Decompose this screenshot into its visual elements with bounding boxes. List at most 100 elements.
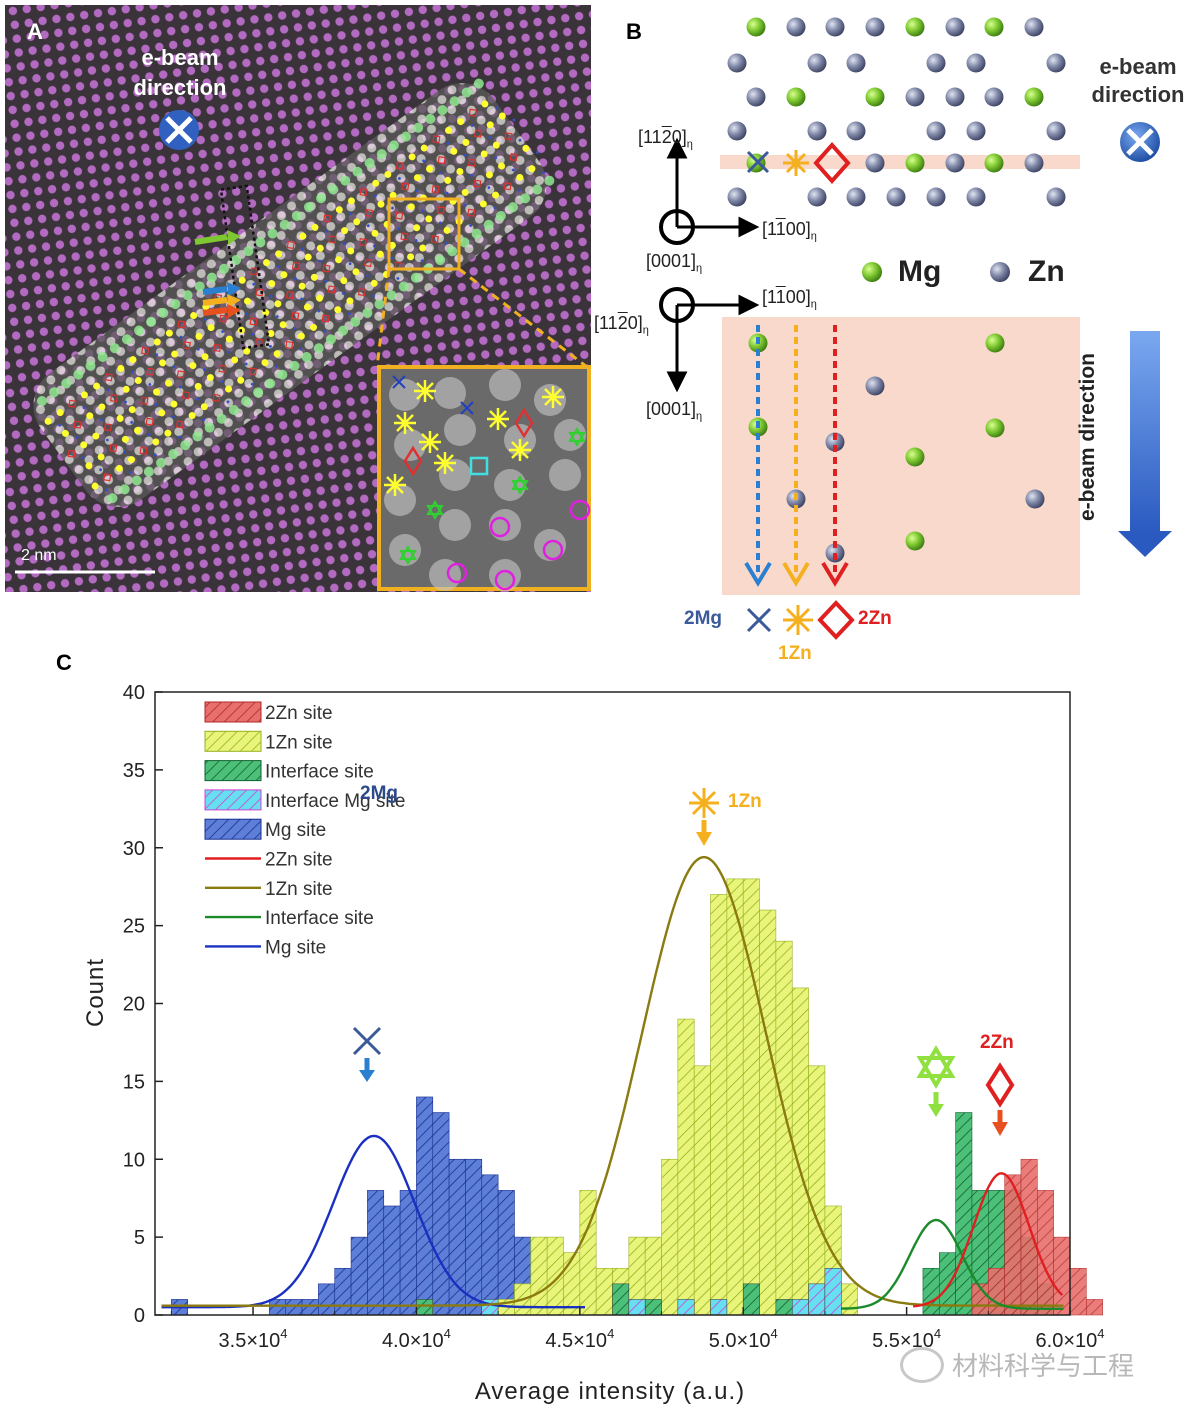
mg-marker xyxy=(172,365,176,369)
zn2-marker xyxy=(436,205,446,215)
zn-atom xyxy=(1046,121,1066,141)
legend-label: Interface site xyxy=(265,762,374,783)
mg-atom xyxy=(984,153,1004,173)
interface-atom xyxy=(301,352,312,363)
interface-marker xyxy=(426,505,444,520)
zn1-marker xyxy=(164,429,172,437)
interface-atom xyxy=(231,254,242,265)
zn1-marker xyxy=(121,435,129,443)
watermark-text: 材料科学与工程 xyxy=(952,1351,1135,1381)
zn1-marker xyxy=(206,374,214,382)
interface-atom xyxy=(447,246,458,257)
mg-marker xyxy=(147,433,151,436)
legend-label: 2Zn site xyxy=(265,850,333,871)
interface-atom xyxy=(61,378,72,389)
mg-marker xyxy=(392,375,406,389)
interface-atom xyxy=(386,290,397,301)
zn1-marker xyxy=(444,176,452,184)
axis-label-top-origin: [0001]η xyxy=(646,251,702,275)
axis-label-bot-down: [0001]η xyxy=(646,399,702,423)
interface-atom xyxy=(192,431,203,442)
zoom-region-box xyxy=(387,197,461,271)
interface-atom xyxy=(316,193,327,204)
hist-bar-minor xyxy=(808,1283,826,1316)
interface-atom xyxy=(352,166,363,177)
hist-bar-interface-site xyxy=(955,1112,973,1316)
zn2-marker xyxy=(327,285,336,294)
zn1-marker xyxy=(188,412,196,420)
zn2-marker xyxy=(431,185,440,194)
zn1-marker xyxy=(244,297,252,305)
site-arrows xyxy=(194,230,241,318)
mg-marker xyxy=(131,371,134,374)
mg-marker xyxy=(124,400,127,404)
axis-bar-digit: 2 xyxy=(617,313,628,333)
zn2-marker xyxy=(176,370,185,379)
label-2mg-b: 2Mg xyxy=(684,608,722,629)
zn-atom xyxy=(966,53,986,73)
mg-atom xyxy=(865,87,885,107)
zn1-marker xyxy=(231,356,239,364)
zn2-marker xyxy=(213,343,222,353)
interface-marker xyxy=(568,432,586,447)
zn2-marker xyxy=(359,187,368,197)
mg-marker xyxy=(495,106,498,110)
legend-swatch xyxy=(204,789,262,811)
x-tick-label: 4.0×104 xyxy=(382,1326,451,1352)
zn1-marker xyxy=(346,297,354,305)
y-tick-label: 15 xyxy=(123,1071,145,1093)
interface-atom xyxy=(277,369,288,380)
axis-bar-digit: 1 xyxy=(775,219,786,239)
mg-marker xyxy=(421,209,425,213)
zn2-marker xyxy=(328,235,337,244)
zn-atom xyxy=(865,17,885,37)
hist-bar-minor xyxy=(416,1299,434,1316)
mg-marker xyxy=(493,206,497,210)
mg-marker xyxy=(58,423,61,427)
mg-marker xyxy=(341,292,345,295)
legend-label: Mg site xyxy=(265,937,326,958)
zn1-marker xyxy=(376,250,384,258)
hist-bar-1zn-site xyxy=(759,909,777,1316)
band-markers xyxy=(746,141,851,185)
zn1-marker xyxy=(353,218,361,226)
y-tick-label: 10 xyxy=(123,1149,145,1171)
zn2-marker xyxy=(467,158,477,167)
hist-bar-2zn-site xyxy=(1053,1236,1071,1316)
hist-bar-1zn-site xyxy=(563,1252,581,1316)
mg-marker xyxy=(293,327,297,331)
zn1-marker xyxy=(80,441,88,449)
zn2-marker xyxy=(73,420,82,429)
mg-marker xyxy=(390,256,394,260)
mg-site-marker xyxy=(489,516,511,538)
hist-bar-mg-site xyxy=(416,1096,434,1316)
axis-text: [0001] xyxy=(646,399,697,419)
axis-label-top-right: [1100]η xyxy=(762,219,817,243)
annot-2mg: 2Mg xyxy=(360,783,398,804)
hist-bar-mg-site xyxy=(465,1158,483,1316)
mg-marker xyxy=(517,188,521,192)
mg-atom xyxy=(746,17,766,37)
zn2-marker xyxy=(249,317,258,326)
interface-atom xyxy=(73,369,84,380)
mg-marker xyxy=(99,468,102,472)
x-axis-label: Average intensity (a.u.) xyxy=(474,1378,746,1405)
legend-zn-atom xyxy=(990,262,1010,282)
mg-atom xyxy=(905,531,925,551)
legend-swatch xyxy=(204,818,262,840)
zn1-marker xyxy=(370,279,378,287)
mg-marker xyxy=(438,221,442,225)
zn2-marker xyxy=(503,182,512,191)
legend-swatch xyxy=(204,760,262,782)
mg-site-marker xyxy=(494,569,516,591)
atom-blob xyxy=(439,509,471,541)
zn1-marker xyxy=(456,168,464,176)
mg-marker xyxy=(324,279,328,283)
mg-marker xyxy=(512,118,516,122)
interface-marker xyxy=(511,475,529,490)
interface-atom xyxy=(388,140,399,151)
mg-marker xyxy=(463,203,466,207)
legend-zn-label: Zn xyxy=(1028,255,1065,288)
zn2-marker xyxy=(219,314,228,323)
interface-atom xyxy=(362,307,373,318)
